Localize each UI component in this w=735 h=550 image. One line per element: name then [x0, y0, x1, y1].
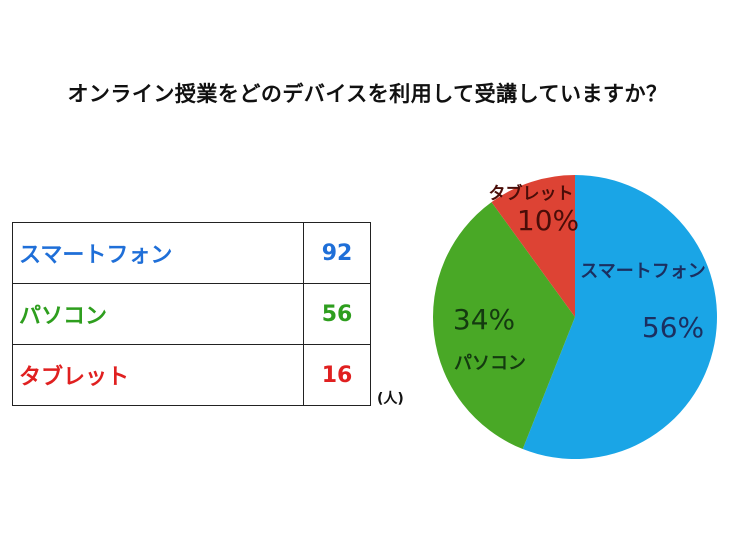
row-label-tablet: タブレット — [12, 344, 304, 406]
slice-label-smartphone: スマートフォン — [580, 261, 705, 282]
slice-percent-smartphone: 56% — [642, 311, 704, 344]
unit-label: (人) — [377, 391, 404, 407]
pie-slice-smartphone — [522, 175, 717, 460]
table-row: パソコン 56 — [12, 283, 371, 345]
table-row: タブレット 16 — [12, 344, 371, 406]
pie-slice-tablet — [491, 175, 575, 317]
pie-slice-pc — [432, 202, 575, 450]
slice-label-pc: パソコン — [454, 353, 526, 374]
row-value-pc: 56 — [303, 283, 371, 345]
slice-label-tablet: タブレット — [489, 183, 574, 204]
device-count-table: スマートフォン 92 パソコン 56 タブレット 16 — [12, 222, 371, 406]
row-label-pc: パソコン — [12, 283, 304, 345]
slice-percent-pc: 34% — [453, 303, 515, 336]
slice-percent-tablet: 10% — [517, 204, 579, 237]
row-value-tablet: 16 — [303, 344, 371, 406]
row-label-smartphone: スマートフォン — [12, 222, 304, 284]
chart-title: オンライン授業をどのデバイスを利用して受講していますか？ — [67, 82, 668, 106]
